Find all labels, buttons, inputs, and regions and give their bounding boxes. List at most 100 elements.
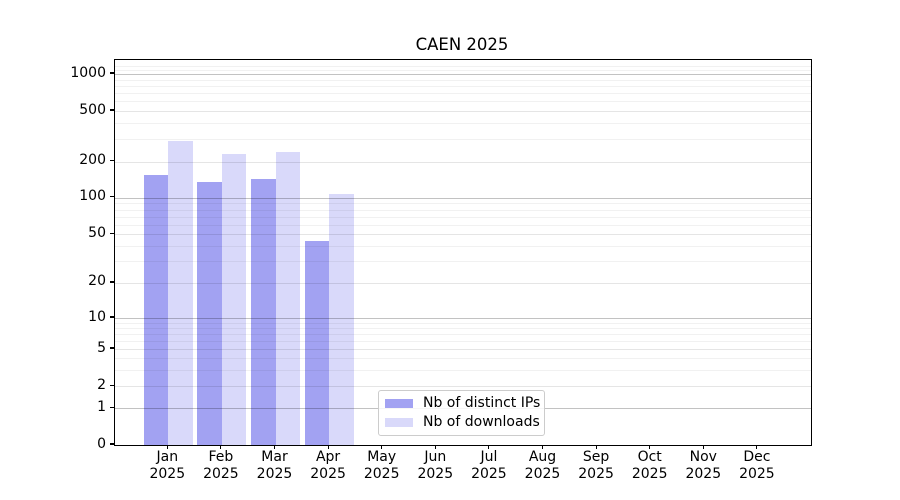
year-label: 2025 — [578, 466, 614, 482]
y-tick-mark — [110, 406, 114, 408]
y-gridline-1100 — [115, 70, 811, 72]
y-gridline-1000 — [115, 74, 811, 75]
x-tick-label-jul: Jul 2025 — [457, 449, 521, 483]
month-label: Jul — [480, 449, 498, 465]
month-label: Feb — [208, 449, 234, 465]
bar-apr-nb-of-distinct-ips — [304, 241, 330, 445]
y-gridline-9 — [115, 322, 811, 324]
legend-label: Nb of downloads — [423, 414, 540, 431]
y-gridline-50 — [115, 234, 811, 236]
legend-swatch — [385, 418, 413, 428]
y-tick-mark — [110, 196, 114, 198]
x-tick-mark — [488, 445, 490, 450]
y-tick-label: 100 — [79, 188, 106, 205]
y-gridline-20 — [115, 282, 811, 284]
month-label: Aug — [528, 449, 557, 465]
y-tick-label: 10 — [88, 308, 106, 325]
x-tick-label-mar: Mar 2025 — [243, 449, 307, 483]
bars-layer — [115, 60, 811, 445]
y-tick-mark — [110, 109, 114, 111]
plot-area — [114, 59, 812, 446]
grid-layer — [115, 60, 811, 445]
year-label: 2025 — [363, 466, 400, 482]
y-gridline-40 — [115, 246, 811, 248]
y-gridline-80 — [115, 209, 811, 211]
x-tick-label-jun: Jun 2025 — [403, 449, 467, 483]
y-tick-label: 5 — [97, 339, 106, 356]
y-tick-mark — [110, 281, 114, 283]
y-tick-label: 1 — [97, 398, 106, 415]
y-tick-mark — [110, 347, 114, 349]
year-label: 2025 — [417, 466, 454, 482]
y-tick-mark — [110, 160, 114, 162]
month-label: Jan — [156, 449, 179, 465]
month-label: May — [367, 449, 397, 465]
bar-jan-nb-of-distinct-ips — [143, 175, 169, 445]
legend-swatch — [385, 398, 413, 408]
x-tick-label-aug: Aug 2025 — [511, 449, 575, 483]
legend: Nb of distinct IPs Nb of downloads — [378, 390, 545, 436]
year-label: 2025 — [631, 466, 668, 482]
x-tick-label-may: May 2025 — [350, 449, 414, 483]
month-label: Apr — [315, 449, 341, 465]
y-gridline-10 — [115, 318, 811, 320]
year-label: 2025 — [685, 466, 722, 482]
month-label: Mar — [261, 449, 288, 465]
bar-apr-nb-of-downloads — [329, 194, 354, 445]
y-gridline-4 — [115, 358, 811, 360]
y-gridline-500 — [115, 111, 811, 113]
y-tick-mark — [110, 443, 114, 445]
year-label: 2025 — [471, 466, 507, 482]
month-label: Sep — [582, 449, 610, 465]
y-gridline-70 — [115, 216, 811, 218]
y-tick-mark — [110, 316, 114, 318]
y-gridline-1200 — [115, 66, 811, 68]
y-gridline-90 — [115, 203, 811, 205]
x-tick-mark — [595, 445, 597, 450]
chart-title: CAEN 2025 — [415, 35, 509, 54]
bar-mar-nb-of-downloads — [275, 151, 300, 445]
x-tick-label-apr: Apr 2025 — [296, 449, 360, 483]
y-gridline-6 — [115, 340, 811, 342]
y-gridline-800 — [115, 85, 811, 87]
y-tick-mark — [110, 232, 114, 234]
year-label: 2025 — [524, 466, 561, 482]
y-gridline-7 — [115, 333, 811, 335]
y-tick-mark — [110, 384, 114, 387]
y-gridline-300 — [115, 139, 811, 141]
y-gridline-200 — [115, 161, 811, 163]
x-tick-mark — [649, 445, 651, 450]
y-gridline-3 — [115, 369, 811, 371]
y-gridline-5 — [115, 349, 811, 351]
y-tick-label: 200 — [79, 152, 106, 169]
y-gridline-900 — [115, 79, 811, 81]
year-label: 2025 — [149, 466, 186, 482]
y-tick-label: 500 — [79, 101, 106, 118]
y-tick-label: 1000 — [70, 64, 106, 81]
y-tick-mark — [110, 72, 114, 74]
y-tick-label: 0 — [97, 435, 106, 452]
x-tick-label-oct: Oct 2025 — [618, 449, 682, 483]
x-tick-mark — [381, 445, 383, 450]
year-label: 2025 — [203, 466, 239, 482]
month-label: Oct — [637, 449, 662, 465]
y-gridline-8 — [115, 328, 811, 330]
year-label: 2025 — [310, 466, 346, 482]
y-tick-label: 50 — [88, 224, 106, 241]
y-tick-label: 2 — [97, 376, 106, 393]
legend-label: Nb of distinct IPs — [423, 394, 541, 411]
y-gridline-30 — [115, 261, 811, 263]
bar-mar-nb-of-distinct-ips — [251, 178, 276, 445]
y-tick-label: 20 — [88, 273, 106, 290]
y-gridline-2 — [115, 386, 811, 388]
year-label: 2025 — [739, 466, 775, 482]
x-tick-label-nov: Nov 2025 — [671, 449, 735, 483]
month-label: Jun — [424, 449, 447, 465]
y-gridline-600 — [115, 101, 811, 103]
x-tick-mark — [434, 445, 436, 450]
x-tick-mark — [327, 445, 329, 450]
legend-item-nb-of-distinct-ips: Nb of distinct IPs — [385, 394, 541, 412]
x-tick-mark — [702, 445, 704, 450]
month-label: Dec — [743, 449, 771, 465]
